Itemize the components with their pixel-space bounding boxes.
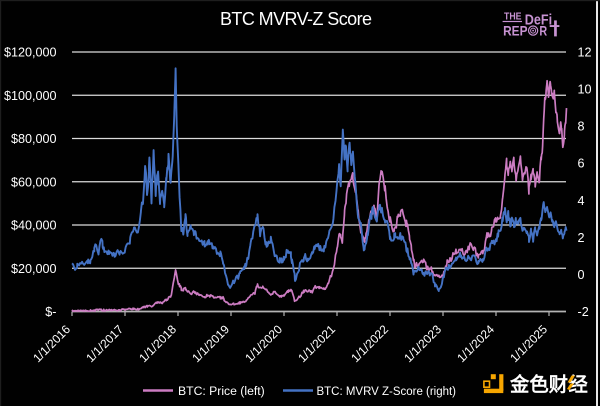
svg-text:$40,000: $40,000 — [11, 219, 57, 233]
svg-text:$20,000: $20,000 — [11, 262, 57, 276]
svg-text:1/1/2021: 1/1/2021 — [295, 322, 338, 365]
svg-text:12: 12 — [578, 46, 592, 60]
svg-text:1/1/2016: 1/1/2016 — [30, 322, 73, 365]
svg-text:金色财: 金色财 — [509, 373, 568, 396]
svg-text:0: 0 — [578, 268, 585, 282]
svg-text:DeFi: DeFi — [525, 12, 552, 29]
svg-text:1/1/2019: 1/1/2019 — [189, 322, 232, 365]
svg-text:$100,000: $100,000 — [4, 89, 57, 103]
svg-text:BTC: MVRV Z-Score (right): BTC: MVRV Z-Score (right) — [317, 384, 457, 398]
svg-text:4: 4 — [578, 194, 585, 208]
svg-text:6: 6 — [578, 157, 585, 171]
svg-text:BTC: Price (left): BTC: Price (left) — [178, 384, 265, 398]
svg-text:1/1/2017: 1/1/2017 — [83, 322, 126, 365]
svg-text:1/1/2022: 1/1/2022 — [348, 322, 391, 365]
svg-text:8: 8 — [578, 120, 585, 134]
svg-text:$80,000: $80,000 — [11, 132, 57, 146]
svg-text:经: 经 — [569, 373, 589, 396]
svg-text:$120,000: $120,000 — [4, 46, 57, 60]
svg-text:1/1/2023: 1/1/2023 — [401, 322, 444, 365]
svg-text:1/1/2025: 1/1/2025 — [507, 322, 550, 365]
svg-text:1/1/2018: 1/1/2018 — [136, 322, 179, 365]
svg-text:$-: $- — [45, 305, 56, 319]
svg-text:$60,000: $60,000 — [11, 175, 57, 189]
svg-text:-2: -2 — [578, 305, 589, 319]
svg-text:BTC MVRV-Z Score: BTC MVRV-Z Score — [220, 9, 372, 29]
svg-text:2: 2 — [578, 231, 585, 245]
svg-text:REP: REP — [503, 23, 527, 39]
svg-text:R: R — [539, 23, 547, 39]
svg-text:1/1/2020: 1/1/2020 — [242, 322, 285, 365]
svg-text:THE: THE — [504, 12, 522, 23]
svg-text:1/1/2024: 1/1/2024 — [454, 322, 497, 365]
svg-text:10: 10 — [578, 83, 592, 97]
